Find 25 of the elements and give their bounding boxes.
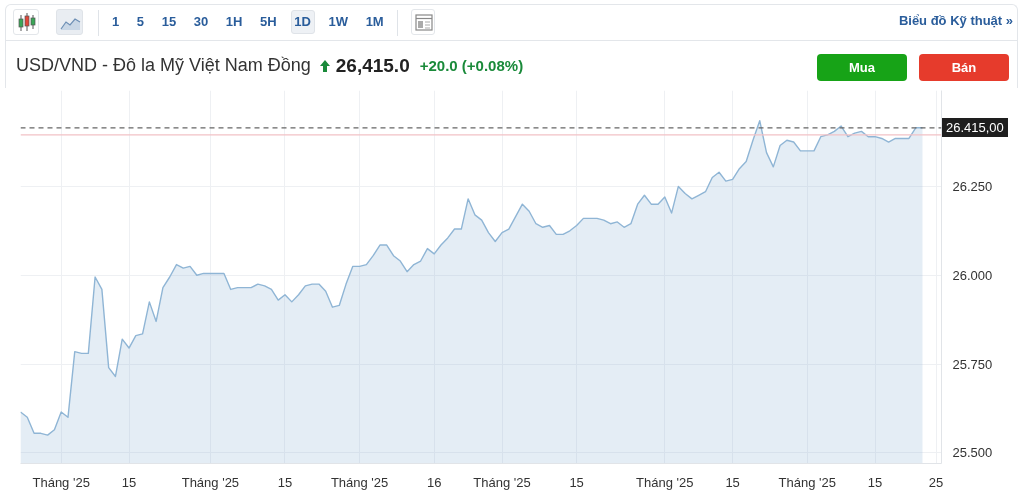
text: 1 5 15 30 1H 5H 1D 1W 1M: [112, 13, 384, 31]
x-tick-label: 25: [928, 474, 944, 490]
x-tick-label: Tháng '25: [473, 474, 531, 490]
text: 26,415.0: [335, 54, 410, 78]
x-tick-label: Tháng '25: [32, 474, 90, 490]
chart-title: USD/VND - Đô la Mỹ Việt Nam Đồng: [16, 53, 311, 77]
y-tick-label: 26.250: [952, 178, 993, 194]
x-tick-label: 15: [569, 474, 584, 490]
x-tick-label: 15: [725, 474, 740, 490]
x-tick-label: 15: [121, 474, 137, 490]
text: +20.0 (+0.08%): [419, 55, 524, 76]
x-tick-label: Tháng '25: [778, 474, 836, 490]
y-tick-label: 25.750: [952, 356, 993, 372]
text: Mua: [817, 54, 907, 81]
text: Bán: [919, 54, 1009, 81]
x-tick-label: Tháng '25: [330, 474, 389, 490]
y-tick-label: 26.000: [952, 267, 993, 283]
y-tick-label: 25.500: [952, 445, 993, 461]
x-tick-label: 16: [426, 474, 442, 490]
x-tick-label: 15: [277, 474, 293, 490]
x-tick-label: Tháng '25: [636, 474, 694, 490]
ref-line-label: 26.415,00: [942, 117, 1008, 137]
x-tick-label: Tháng '25: [181, 474, 240, 490]
x-tick-label: 15: [867, 474, 883, 490]
text: Biểu đồ Kỹ thuật »: [898, 12, 1013, 30]
